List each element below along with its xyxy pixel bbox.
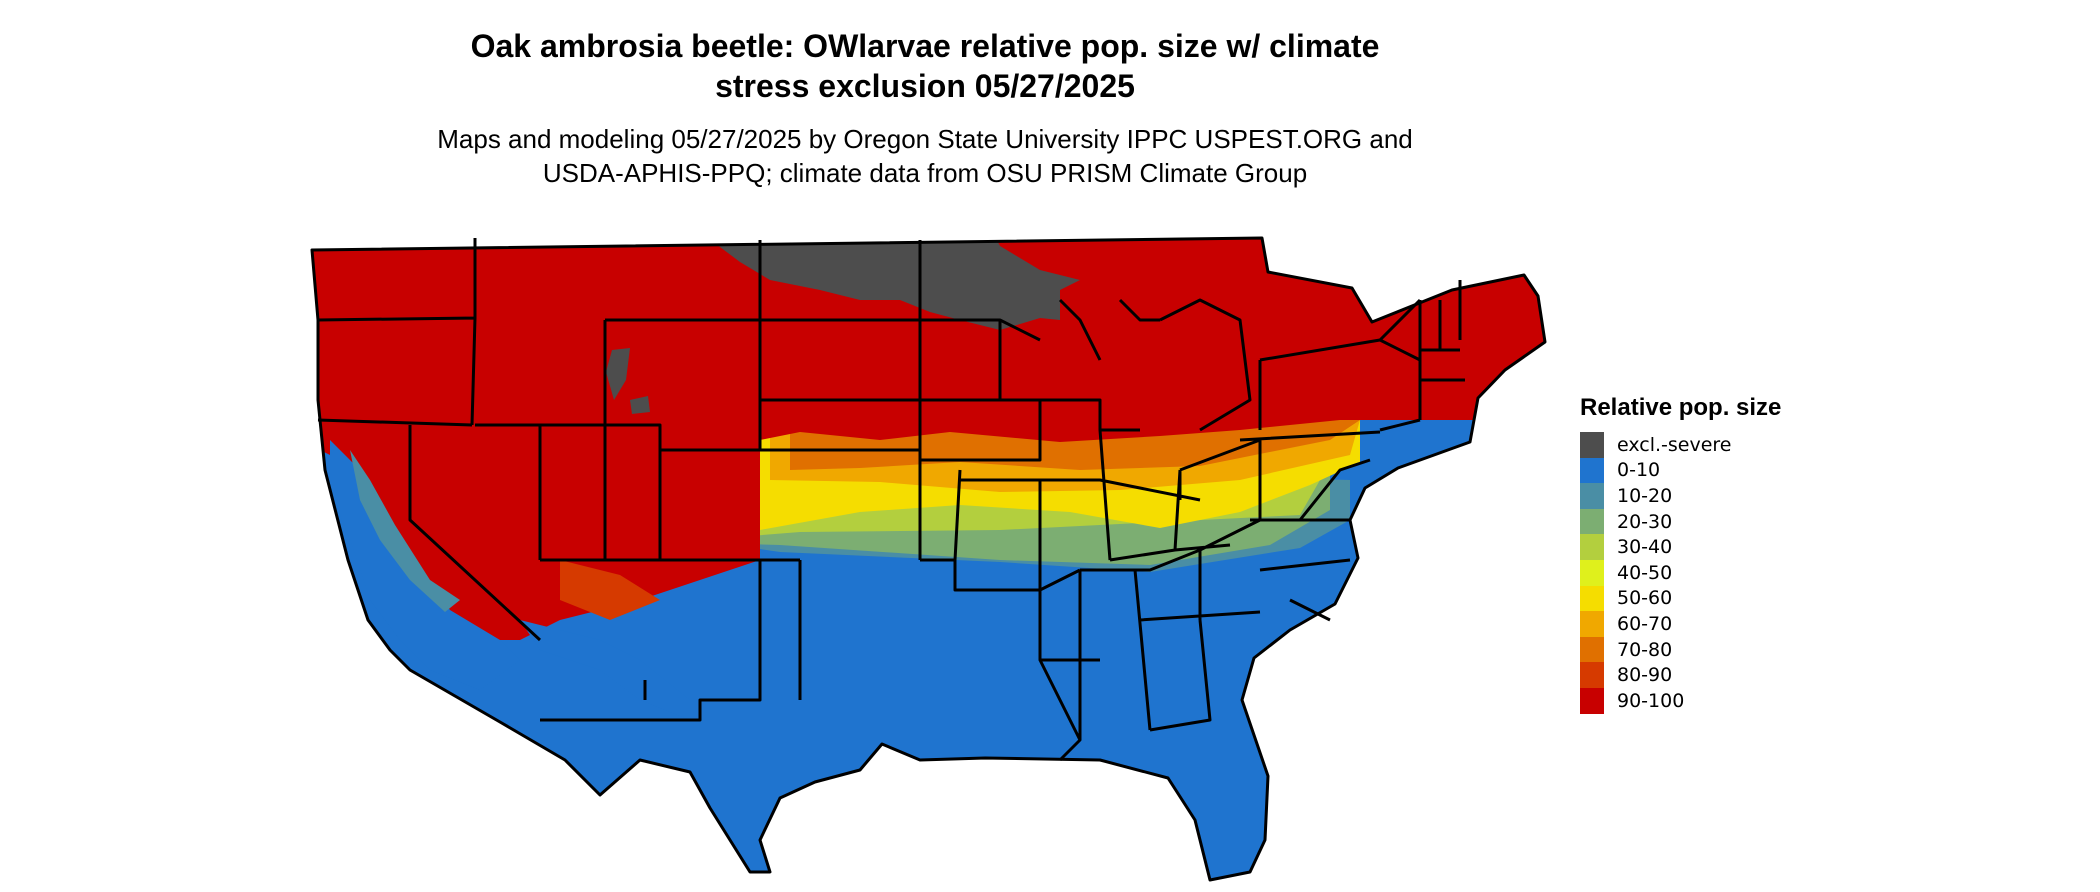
legend-label: 80-90	[1617, 664, 1673, 687]
legend-swatch	[1580, 636, 1604, 663]
legend-swatch	[1580, 662, 1604, 688]
legend-item: 80-90	[1580, 662, 1781, 688]
legend-label: 60-70	[1617, 612, 1673, 635]
zone-80-90-southwest	[560, 560, 660, 620]
legend-label: 0-10	[1617, 459, 1661, 482]
legend-item: 30-40	[1580, 534, 1781, 560]
legend-swatch	[1580, 585, 1604, 612]
legend-items: excl.-severe 0-10 10-20 20-30 30-40 40-50 50-6…	[1580, 432, 1781, 714]
border-lines	[317, 238, 1465, 762]
legend-swatch	[1580, 432, 1604, 458]
legend-item: 0-10	[1580, 457, 1781, 484]
legend-label: 90-100	[1617, 689, 1685, 712]
zone-excl-severe-wyoming	[606, 348, 630, 400]
legend-label: 40-50	[1617, 561, 1673, 584]
legend-title: Relative pop. size	[1580, 394, 1782, 421]
legend: Relative pop. size excl.-severe 0-10 10-20…	[1580, 394, 1781, 714]
map-subtitle-line2: USDA-APHIS-PPQ; climate data from OSU PR…	[542, 158, 1308, 188]
legend-swatch	[1580, 508, 1604, 535]
map-title: Oak ambrosia beetle: OWlarvae relative p…	[0, 26, 1850, 106]
zone-90-100-north	[312, 238, 1545, 640]
legend-swatch	[1580, 483, 1604, 509]
map-subtitle-line1: Maps and modeling 05/27/2025 by Oregon S…	[437, 124, 1413, 154]
legend-item: 10-20	[1580, 483, 1781, 509]
us-outline	[310, 236, 1547, 882]
legend-swatch	[1580, 457, 1604, 484]
state-borders	[310, 236, 1547, 882]
legend-label: 50-60	[1617, 587, 1673, 610]
legend-item: 60-70	[1580, 611, 1781, 637]
legend-item: 50-60	[1580, 585, 1781, 612]
zone-excl-severe-northcentral	[700, 238, 1080, 330]
map-title-line2: stress exclusion 05/27/2025	[715, 68, 1135, 104]
zone-excl-severe-wyoming2	[630, 396, 650, 414]
legend-item: 40-50	[1580, 559, 1781, 586]
legend-swatch	[1580, 687, 1604, 714]
legend-swatch	[1580, 611, 1604, 637]
legend-item: 70-80	[1580, 636, 1781, 663]
map-subtitle: Maps and modeling 05/27/2025 by Oregon S…	[0, 122, 1850, 190]
legend-label: 10-20	[1617, 484, 1673, 507]
legend-item: excl.-severe	[1580, 432, 1781, 458]
zone-arizona-low	[520, 620, 690, 720]
legend-label: 70-80	[1617, 638, 1673, 661]
map-title-line1: Oak ambrosia beetle: OWlarvae relative p…	[470, 28, 1380, 64]
legend-swatch	[1580, 559, 1604, 586]
legend-item: 20-30	[1580, 508, 1781, 535]
us-map	[310, 236, 1547, 882]
legend-swatch	[1580, 534, 1604, 560]
zone-southwest-transition	[350, 450, 460, 612]
legend-label: 20-30	[1617, 510, 1673, 533]
legend-label: excl.-severe	[1617, 433, 1732, 456]
legend-item: 90-100	[1580, 687, 1781, 714]
legend-label: 30-40	[1617, 536, 1673, 559]
